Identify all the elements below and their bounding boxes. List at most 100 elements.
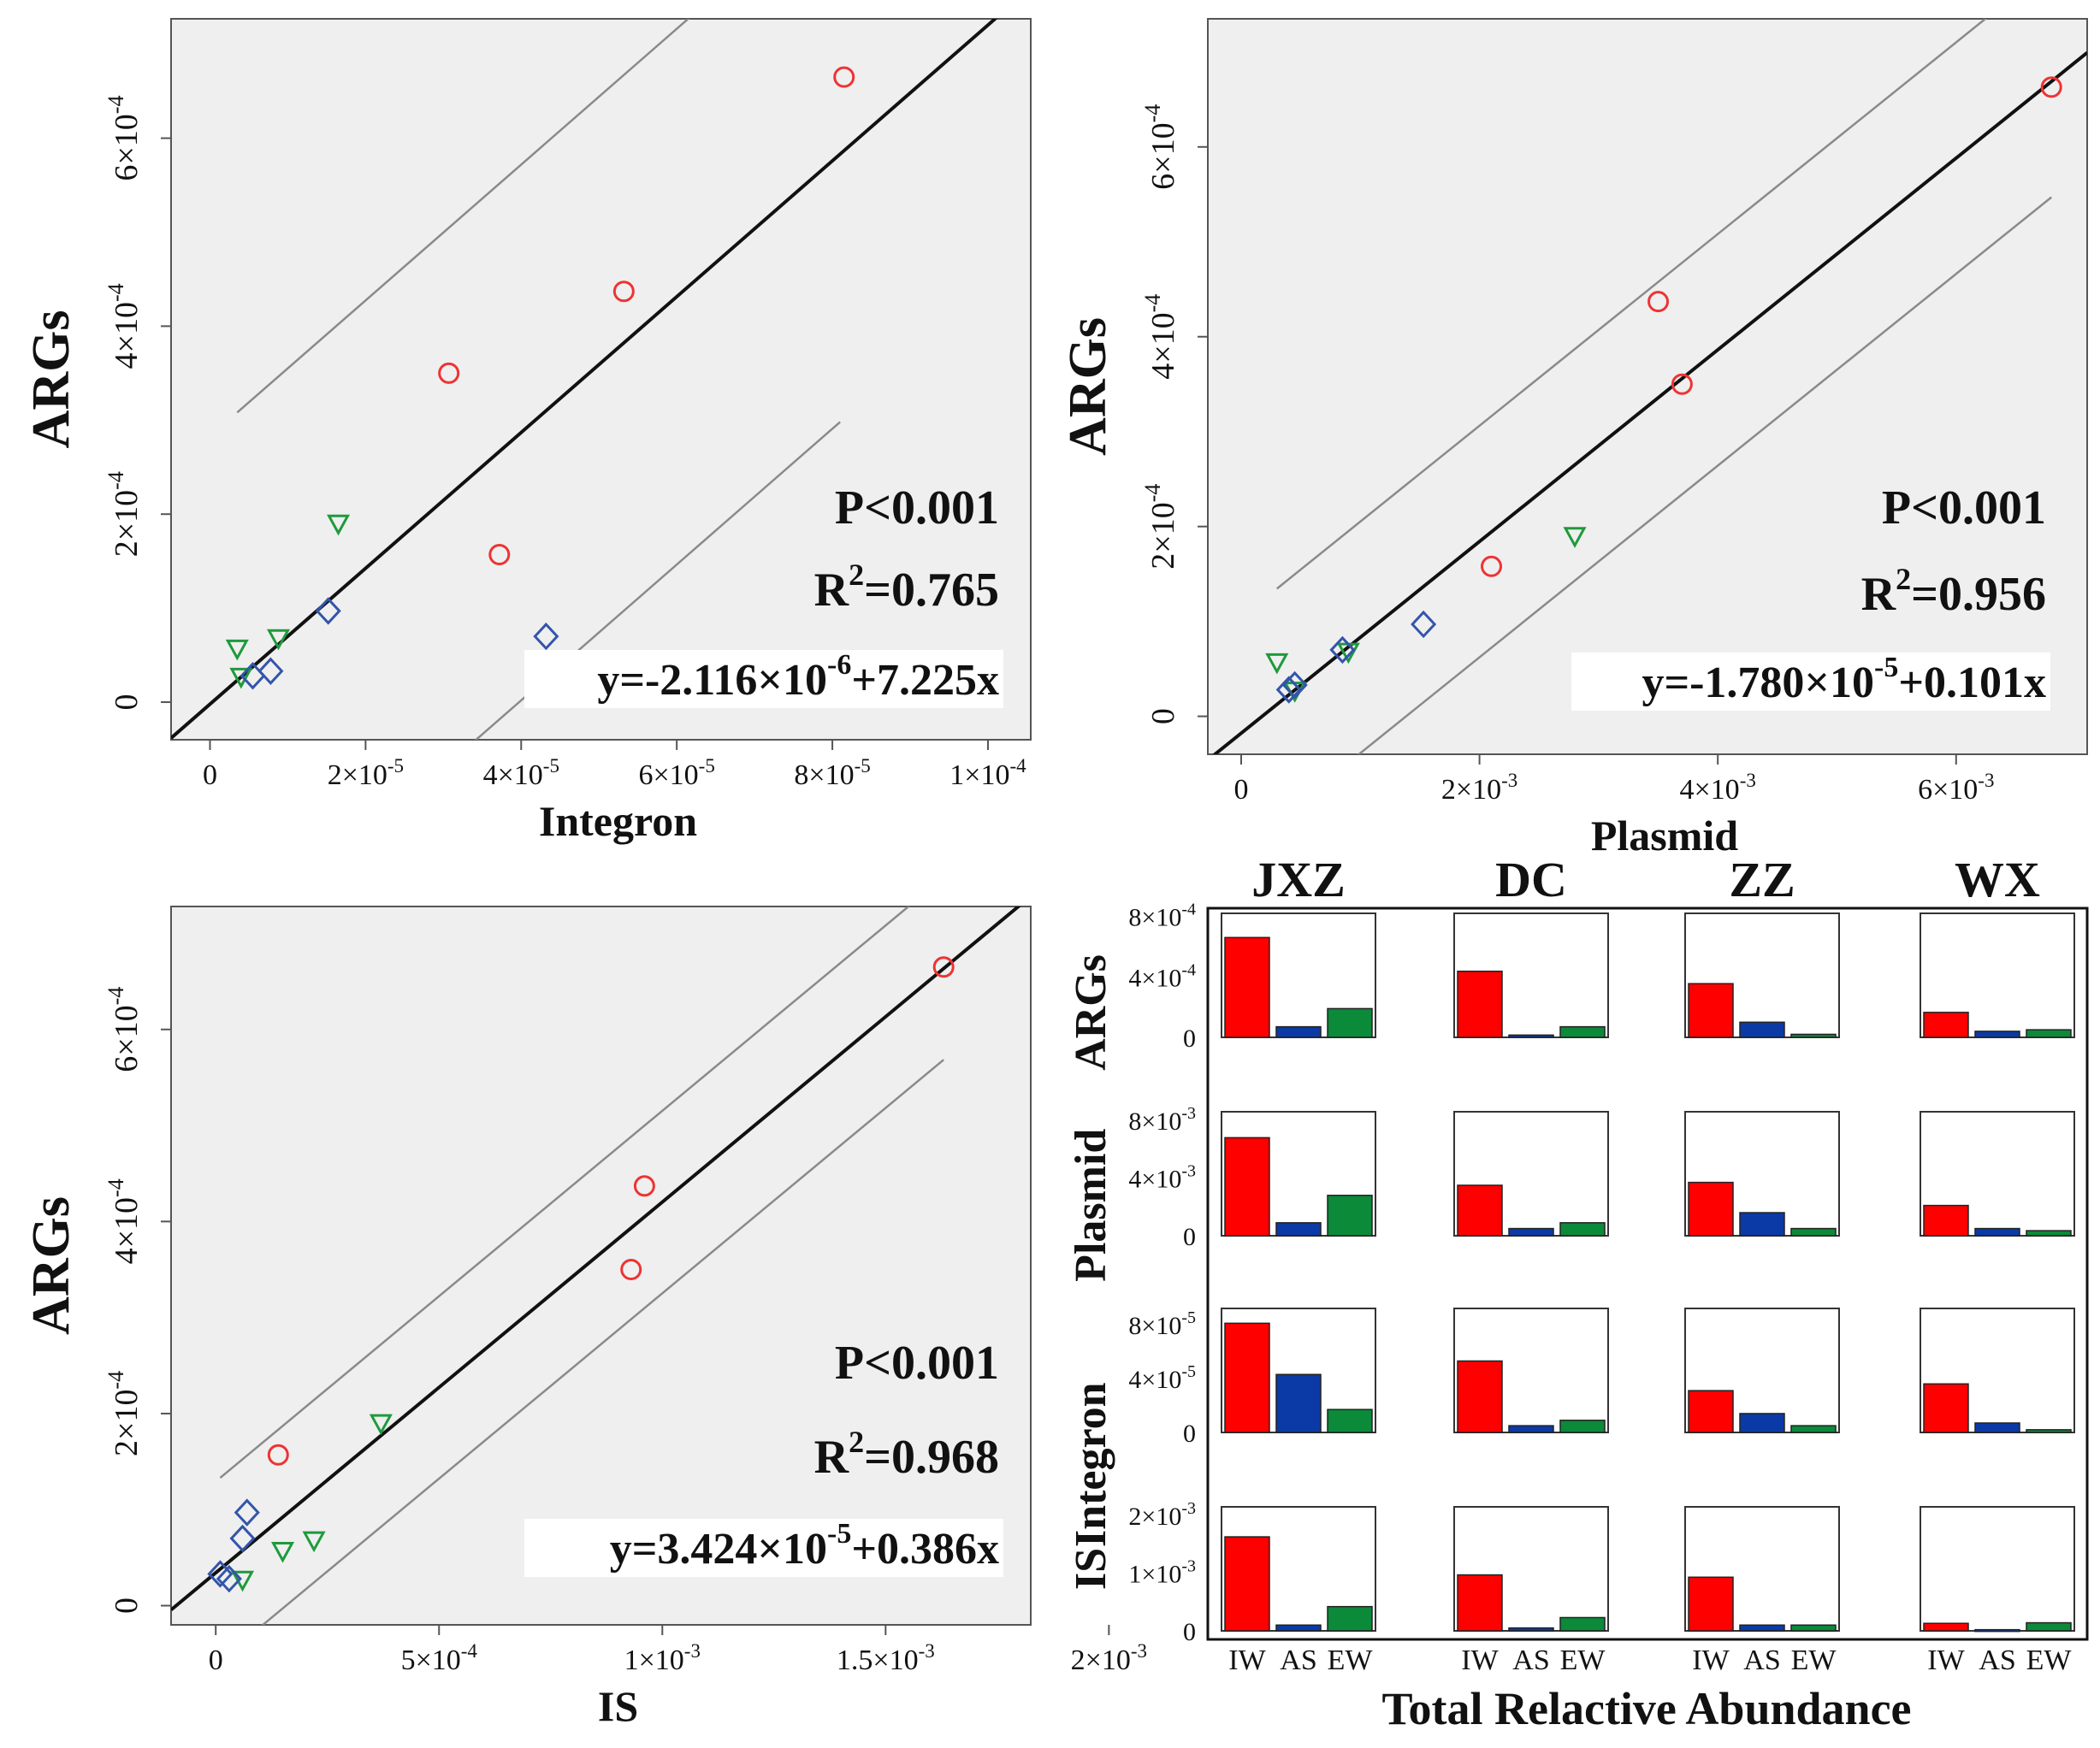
row-integron-tick-label-2-exponent: -5 (1181, 1308, 1196, 1327)
is-regression-line (171, 906, 1021, 1611)
integron-xtick-label-2-mantissa: 4×10 (483, 759, 543, 791)
bar-integron-zz-ew (1790, 1425, 1837, 1433)
bar-is-wx-ew (2026, 1621, 2072, 1632)
integron-point-as-4 (240, 662, 266, 690)
bar-plasmid-wx-iw (1923, 1204, 1969, 1237)
integron-xtick-label-4-mantissa: 8×10 (794, 759, 854, 791)
plasmid-r-squared-value: =0.956 (1911, 568, 2046, 621)
row-args-tick-label-2-mantissa: 8×10 (1128, 904, 1181, 932)
integron-r-squared-value: =0.765 (864, 564, 999, 617)
bar-integron-jxz-as (1275, 1373, 1322, 1433)
bar-plasmid-wx-as (1974, 1227, 2020, 1237)
bar-integron-wx-ew (2026, 1429, 2072, 1433)
is-r-squared-sup: 2 (849, 1425, 864, 1459)
integron-xtick-label-3-exponent: -5 (699, 755, 715, 777)
integron-point-iw-3 (438, 362, 460, 384)
integron-point-ew-2 (225, 639, 249, 661)
is-plot-area (170, 906, 1032, 1626)
integron-xtick-label-1-mantissa: 2×10 (328, 759, 387, 791)
bar-args-wx-ew (2026, 1029, 2072, 1038)
plasmid-x-axis-title: Plasmid (1591, 812, 1738, 859)
is-xtick-label-2-exponent: -3 (684, 1640, 701, 1662)
integron-xtick-label-2: 4×10-5 (483, 755, 559, 791)
bar-is-jxz-as (1275, 1624, 1322, 1632)
plasmid-ytick-label-0: 0 (1145, 708, 1181, 724)
bar-is-dc-iw (1457, 1574, 1503, 1632)
integron-point-as-3 (257, 657, 284, 685)
is-xtick-label-1-mantissa: 5×10 (401, 1645, 461, 1676)
integron-xtick-label-0-mantissa: 0 (203, 759, 217, 791)
is-equation-suffix: +0.386x (851, 1525, 999, 1574)
is-y-axis-title: ARGs (22, 1196, 80, 1335)
is-xtick-label-2-mantissa: 1×10 (624, 1645, 684, 1676)
bar-args-wx-as (1974, 1030, 2020, 1038)
plasmid-ytick-label-3-mantissa: 6×10 (1145, 122, 1181, 189)
integron-upper-band-line (236, 19, 690, 414)
plasmid-equation-prefix: y=-1.780×10 (1642, 658, 1874, 707)
is-r-squared-r: R (814, 1431, 849, 1484)
is-ytick-label-3-mantissa: 6×10 (109, 1005, 145, 1072)
bar-is-jxz-iw (1224, 1536, 1270, 1632)
row-plasmid-tick-label-1-exponent: -3 (1181, 1162, 1196, 1181)
row-is-tick-label-0-mantissa: 0 (1183, 1618, 1196, 1646)
plasmid-point-as-2 (1329, 635, 1356, 664)
category-label-wx-iw: IW (1927, 1645, 1965, 1676)
is-point-as-4 (216, 1564, 242, 1593)
row-plasmid-tick-label-1-mantissa: 4×10 (1128, 1166, 1181, 1194)
row-args-tick-label-0-mantissa: 0 (1183, 1025, 1196, 1053)
plasmid-point-as-1 (1411, 610, 1437, 639)
integron-xtick-label-1-exponent: -5 (387, 755, 404, 777)
bar-integron-dc-iw (1457, 1360, 1503, 1433)
integron-ytick-label-2: 4×10-4 (104, 283, 145, 369)
integron-xtick-label-5: 1×10-4 (949, 755, 1026, 791)
is-equation: y=3.424×10-5+0.386x (610, 1518, 999, 1574)
row-is-tick-label-1: 1×10-3 (1128, 1557, 1196, 1589)
integron-xtick-label-4-exponent: -5 (855, 755, 871, 777)
row-is-tick-label-2-mantissa: 2×10 (1128, 1503, 1181, 1531)
bar-integron-wx-as (1974, 1422, 2020, 1433)
plasmid-xtick-label-2: 4×10-3 (1680, 770, 1756, 806)
plasmid-equation: y=-1.780×10-5+0.101x (1642, 652, 2046, 707)
integron-ytick-label-3: 6×10-4 (104, 96, 145, 181)
cell-is-wx (1920, 1506, 2075, 1632)
bar-args-zz-as (1739, 1021, 1785, 1038)
plasmid-point-ew-2 (1265, 653, 1289, 675)
plasmid-upper-band-line (1276, 19, 1987, 590)
is-ytick-label-2: 4×10-4 (104, 1178, 145, 1264)
bar-plasmid-dc-ew (1559, 1222, 1606, 1237)
is-point-iw-2 (633, 1175, 655, 1197)
category-label-wx-as: AS (1979, 1645, 2015, 1676)
row-plasmid-tick-label-1: 4×10-3 (1128, 1162, 1196, 1194)
integron-equation-suffix: +7.225x (851, 656, 999, 705)
plasmid-point-iw-4 (1481, 555, 1503, 577)
plasmid-ytick-label-2-mantissa: 4×10 (1145, 312, 1181, 379)
is-point-ew-3 (302, 1531, 326, 1553)
bar-plasmid-dc-iw (1457, 1184, 1503, 1237)
category-label-jxz-ew: EW (1328, 1645, 1374, 1676)
integron-ytick-label-1-mantissa: 2×10 (109, 490, 145, 557)
bar-plasmid-jxz-iw (1224, 1137, 1270, 1237)
row-is-tick-label-0: 0 (1183, 1618, 1196, 1646)
bar-args-dc-iw (1457, 970, 1503, 1038)
is-ytick-label-1-exponent: -4 (104, 1371, 128, 1390)
bar-args-jxz-iw (1224, 936, 1270, 1038)
is-xtick-label-3-exponent: -3 (919, 1640, 935, 1662)
row-is-tick-label-2: 2×10-3 (1128, 1499, 1196, 1531)
is-lower-band-line (261, 1059, 944, 1625)
plasmid-point-iw-3 (1671, 373, 1693, 395)
row-title-args: ARGs (1067, 954, 1115, 1071)
plasmid-equation-suffix: +0.101x (1898, 658, 2046, 707)
row-is-tick-label-1-mantissa: 1×10 (1128, 1561, 1181, 1589)
is-plot-content (171, 906, 1021, 1625)
is-xtick-label-3-mantissa: 1.5×10 (837, 1645, 919, 1676)
integron-ytick-label-2-exponent: -4 (104, 283, 128, 302)
integron-ytick-label-1-exponent: -4 (104, 471, 128, 490)
row-title-integron: Integron (1067, 1382, 1115, 1547)
bar-plasmid-wx-ew (2026, 1230, 2072, 1237)
integron-p-value: P<0.001 (835, 481, 999, 534)
integron-x-axis-title: Integron (539, 797, 697, 845)
is-ytick-label-2-mantissa: 4×10 (109, 1197, 145, 1264)
bar-plasmid-zz-as (1739, 1212, 1785, 1237)
bar-args-zz-iw (1688, 983, 1734, 1038)
plasmid-scatter-panel: 0 2×10-3 4×10-3 6×10-302×10-44×10-46×10-4Pl… (1059, 18, 2088, 859)
